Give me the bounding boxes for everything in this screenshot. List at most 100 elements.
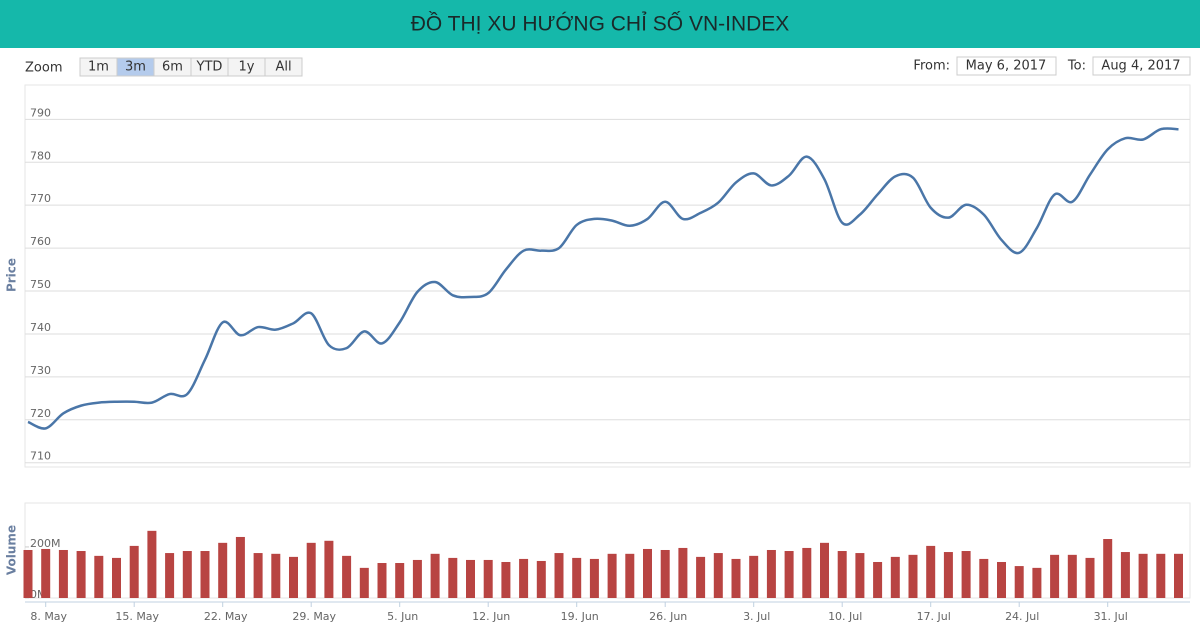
volume-bar <box>554 553 564 598</box>
x-tick-label: 24. Jul <box>1005 610 1039 623</box>
volume-bar <box>1103 539 1113 598</box>
zoom-label: Zoom <box>25 61 62 76</box>
volume-bar <box>908 554 918 598</box>
volume-bar <box>873 561 883 598</box>
y-tick-label: 710 <box>30 450 51 463</box>
volume-bar <box>979 558 989 598</box>
x-tick-label: 8. May <box>30 610 67 623</box>
volume-bar <box>766 549 776 598</box>
volume-bar <box>324 540 334 598</box>
volume-bar <box>483 559 493 598</box>
volume-bar <box>1120 552 1130 598</box>
volume-bar <box>696 556 706 598</box>
volume-bar <box>536 560 546 598</box>
volume-bar <box>253 553 263 598</box>
volume-bar <box>1138 553 1148 598</box>
y-tick-label: 740 <box>30 321 51 334</box>
price-line <box>27 127 1179 430</box>
y-tick-label: 200M <box>30 537 61 550</box>
x-tick-label: 22. May <box>204 610 248 623</box>
volume-bar <box>200 551 210 598</box>
x-tick-label: 15. May <box>115 610 159 623</box>
volume-bar <box>235 536 245 598</box>
volume-bar <box>820 542 829 598</box>
volume-bar <box>218 542 228 598</box>
volume-bar <box>1174 553 1183 598</box>
volume-bar <box>749 555 759 598</box>
volume-bar <box>837 551 847 598</box>
volume-bar <box>643 548 652 598</box>
to-input[interactable] <box>1092 56 1191 76</box>
zoom-button-label[interactable]: 1y <box>239 60 255 75</box>
volume-bar <box>271 553 281 598</box>
volume-bar <box>943 552 953 598</box>
volume-bar <box>112 557 121 598</box>
volume-bar <box>1032 567 1042 598</box>
volume-bar <box>412 559 422 598</box>
volume-bar <box>377 563 387 598</box>
volume-bar <box>1050 554 1060 598</box>
volume-bar <box>607 553 617 598</box>
x-tick-label: 19. Jun <box>561 610 599 623</box>
volume-bar <box>76 551 86 598</box>
x-tick-label: 26. Jun <box>649 610 687 623</box>
y-tick-label: 770 <box>30 192 51 205</box>
y-axis-title: Volume <box>5 525 19 575</box>
x-tick-label: 5. Jun <box>387 610 418 623</box>
y-tick-label: 790 <box>30 106 51 119</box>
volume-bar <box>58 549 68 598</box>
volume-bar <box>306 542 316 598</box>
x-tick-label: 10. Jul <box>828 610 862 623</box>
x-tick-label: 3. Jul <box>743 610 770 623</box>
volume-bar <box>1067 554 1077 598</box>
zoom-button-label[interactable]: All <box>275 60 291 75</box>
volume-bar <box>501 561 511 598</box>
volume-bar <box>589 558 599 598</box>
from-input[interactable] <box>956 56 1057 76</box>
volume-bar <box>572 557 582 598</box>
x-tick-label: 17. Jul <box>917 610 951 623</box>
zoom-button[interactable] <box>264 57 303 77</box>
to-date[interactable]: Aug 4, 2017 <box>1101 59 1180 74</box>
volume-bar <box>23 549 33 598</box>
volume-bar <box>926 545 936 598</box>
y-axis-title: Price <box>5 258 19 292</box>
zoom-button-label[interactable]: 3m <box>125 60 146 75</box>
volume-bar <box>1085 557 1095 598</box>
volume-bar <box>41 548 51 598</box>
y-tick-label: 750 <box>30 278 51 291</box>
volume-bar <box>1156 553 1166 598</box>
zoom-button-label[interactable]: 1m <box>88 60 109 75</box>
header-band <box>0 0 1200 48</box>
x-tick-label: 31. Jul <box>1094 610 1128 623</box>
volume-bar <box>519 558 529 598</box>
volume-bar <box>395 563 405 598</box>
volume-bar <box>997 561 1006 598</box>
from-date[interactable]: May 6, 2017 <box>966 59 1047 74</box>
volume-bar <box>731 558 741 598</box>
volume-bar <box>342 555 352 598</box>
price-plot-frame <box>24 84 1191 468</box>
y-tick-label: 760 <box>30 235 51 248</box>
volume-bar <box>890 556 900 598</box>
zoom-button-label[interactable]: YTD <box>196 60 223 75</box>
to-label: To: <box>1067 59 1086 74</box>
header-title: ĐỒ THỊ XU HƯỚNG CHỈ SỐ VN-INDEX <box>411 12 790 36</box>
zoom-button-label[interactable]: 6m <box>162 60 183 75</box>
volume-bar <box>147 530 157 598</box>
volume-bar <box>802 547 812 598</box>
volume-bar <box>182 551 192 598</box>
volume-bar <box>448 557 458 598</box>
y-tick-label: 780 <box>30 149 51 162</box>
volume-bar <box>289 556 298 598</box>
y-tick-label: 720 <box>30 407 51 420</box>
from-label: From: <box>913 59 950 74</box>
y-tick-label: 730 <box>30 364 51 377</box>
x-tick-label: 12. Jun <box>472 610 510 623</box>
volume-bar <box>784 551 794 598</box>
volume-bar <box>94 555 104 598</box>
volume-bar <box>660 549 670 598</box>
volume-bar <box>430 553 440 598</box>
volume-bar <box>129 545 139 598</box>
